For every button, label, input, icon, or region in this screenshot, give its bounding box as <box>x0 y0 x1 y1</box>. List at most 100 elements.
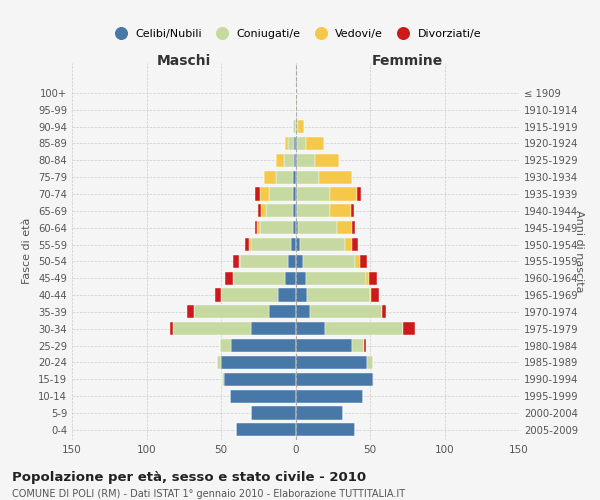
Bar <box>355 255 359 268</box>
Bar <box>233 255 239 268</box>
Bar <box>293 221 296 234</box>
Bar <box>194 306 269 318</box>
Bar <box>255 188 260 200</box>
Bar <box>245 238 250 251</box>
Bar <box>260 221 293 234</box>
Bar <box>298 120 304 133</box>
Bar <box>337 221 352 234</box>
Bar <box>403 322 415 336</box>
Bar <box>297 170 319 183</box>
Bar <box>293 170 296 183</box>
Bar <box>367 356 373 369</box>
Bar <box>284 154 294 167</box>
Text: Maschi: Maschi <box>157 54 211 68</box>
Bar <box>293 204 296 218</box>
Bar <box>296 170 297 183</box>
Bar <box>296 154 297 167</box>
Bar <box>352 339 364 352</box>
Bar <box>356 188 361 200</box>
Bar <box>325 322 403 336</box>
Bar <box>187 306 194 318</box>
Bar <box>288 255 296 268</box>
Bar <box>232 339 296 352</box>
Bar <box>300 238 344 251</box>
Y-axis label: Anni di nascita: Anni di nascita <box>574 210 584 292</box>
Bar <box>224 373 296 386</box>
Bar <box>319 170 352 183</box>
Bar <box>251 406 296 420</box>
Bar <box>296 306 310 318</box>
Bar <box>230 390 296 403</box>
Bar <box>223 373 224 386</box>
Bar <box>217 356 221 369</box>
Bar <box>296 137 297 150</box>
Bar <box>226 272 233 285</box>
Bar <box>296 288 307 302</box>
Bar <box>251 322 296 336</box>
Bar <box>307 288 370 302</box>
Bar <box>288 137 294 150</box>
Bar <box>255 221 257 234</box>
Bar <box>296 238 300 251</box>
Bar <box>236 424 296 436</box>
Bar <box>296 272 306 285</box>
Bar <box>293 120 296 133</box>
Bar <box>298 221 337 234</box>
Bar <box>359 255 367 268</box>
Bar <box>296 424 355 436</box>
Bar <box>373 373 374 386</box>
Bar <box>285 137 288 150</box>
Bar <box>221 288 278 302</box>
Bar <box>258 204 261 218</box>
Bar <box>276 154 284 167</box>
Bar <box>368 272 377 285</box>
Bar <box>297 137 306 150</box>
Bar <box>285 272 296 285</box>
Bar <box>215 288 221 302</box>
Bar <box>306 137 324 150</box>
Bar <box>294 154 296 167</box>
Bar <box>269 188 293 200</box>
Bar <box>364 339 365 352</box>
Bar <box>315 154 339 167</box>
Bar <box>220 339 232 352</box>
Bar <box>296 204 297 218</box>
Bar <box>251 238 291 251</box>
Bar <box>257 221 260 234</box>
Bar <box>269 306 296 318</box>
Bar <box>344 238 352 251</box>
Bar <box>266 204 293 218</box>
Bar <box>382 306 386 318</box>
Legend: Celibi/Nubili, Coniugati/e, Vedovi/e, Divorziati/e: Celibi/Nubili, Coniugati/e, Vedovi/e, Di… <box>106 24 485 44</box>
Bar <box>233 272 285 285</box>
Bar <box>241 255 288 268</box>
Bar <box>296 373 373 386</box>
Bar <box>350 204 353 218</box>
Y-axis label: Fasce di età: Fasce di età <box>22 218 32 284</box>
Bar <box>296 322 325 336</box>
Bar <box>296 339 352 352</box>
Bar <box>170 322 173 336</box>
Bar <box>296 390 362 403</box>
Bar <box>173 322 251 336</box>
Bar <box>296 406 343 420</box>
Bar <box>276 170 293 183</box>
Bar <box>294 137 296 150</box>
Bar <box>264 170 276 183</box>
Bar <box>297 204 330 218</box>
Bar <box>296 255 303 268</box>
Bar <box>291 238 296 251</box>
Bar <box>370 288 371 302</box>
Bar <box>330 188 356 200</box>
Bar <box>330 204 350 218</box>
Text: COMUNE DI POLI (RM) - Dati ISTAT 1° gennaio 2010 - Elaborazione TUTTITALIA.IT: COMUNE DI POLI (RM) - Dati ISTAT 1° genn… <box>12 489 405 499</box>
Bar <box>293 188 296 200</box>
Bar <box>260 188 269 200</box>
Text: Popolazione per età, sesso e stato civile - 2010: Popolazione per età, sesso e stato civil… <box>12 471 366 484</box>
Bar <box>278 288 296 302</box>
Bar <box>306 272 365 285</box>
Bar <box>261 204 266 218</box>
Bar <box>297 188 330 200</box>
Bar <box>371 288 379 302</box>
Bar <box>239 255 241 268</box>
